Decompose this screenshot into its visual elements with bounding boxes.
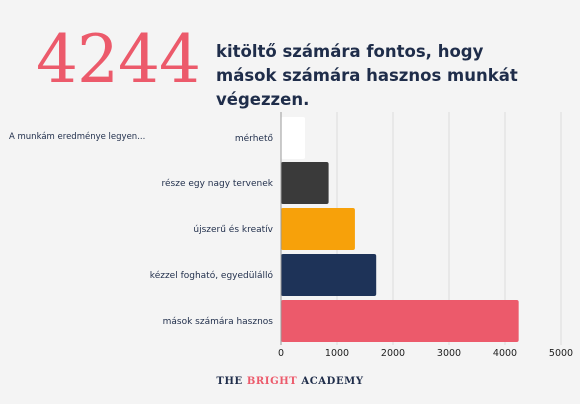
category-label: kézzel fogható, egyedülálló xyxy=(150,270,274,281)
big-number: 4244 xyxy=(36,21,201,98)
bar xyxy=(281,162,329,204)
x-tick-label: 2000 xyxy=(381,348,405,359)
x-tick-label: 0 xyxy=(278,348,284,359)
chart-annotation: A munkám eredménye legyen... xyxy=(9,131,145,142)
bar xyxy=(281,300,519,342)
page-edge-right xyxy=(580,0,587,413)
bar xyxy=(281,117,306,159)
bar-chart: mérhető része egy nagy tervenek újszerű és… xyxy=(9,112,573,359)
x-tick-label: 1000 xyxy=(325,348,349,359)
category-label: mások számára hasznos xyxy=(163,317,274,327)
bar xyxy=(281,208,355,250)
x-tick-label: 4000 xyxy=(493,348,517,359)
footer-brand-part1: THE xyxy=(216,376,247,387)
bar xyxy=(281,254,377,296)
footer-brand: THE BRIGHT ACADEMY xyxy=(0,376,580,387)
category-label: mérhető xyxy=(235,133,274,144)
footer-brand-part3: ACADEMY xyxy=(297,376,364,387)
x-tick-label: 5000 xyxy=(549,348,573,359)
category-label: újszerű és kreatív xyxy=(193,224,273,235)
headline: kitöltő számára fontos, hogy mások számá… xyxy=(216,42,518,109)
page-edge-bottom xyxy=(0,404,587,413)
x-tick-label: 3000 xyxy=(437,348,461,359)
footer-brand-accent: BRIGHT xyxy=(246,376,298,387)
category-label: része egy nagy tervenek xyxy=(162,178,274,189)
